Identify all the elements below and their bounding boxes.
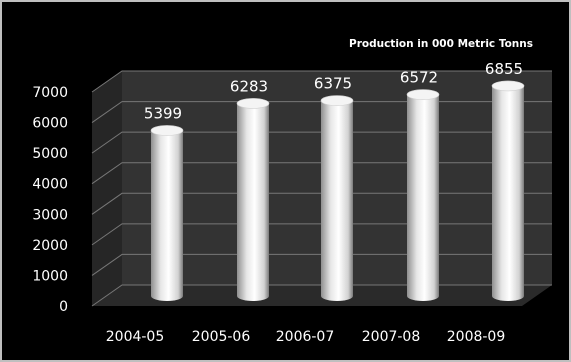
- bar: [491, 80, 525, 301]
- y-axis-ticks: 0 1000 2000 3000 4000 5000 6000 7000: [32, 85, 68, 315]
- x-tick-label: 2007-08: [362, 329, 421, 345]
- data-label: 6572: [400, 69, 438, 87]
- y-tick-label: 5000: [32, 146, 68, 162]
- chart-title: Production in 000 Metric Tonns: [349, 38, 533, 50]
- plot-side-wall: [92, 71, 122, 306]
- data-label: 6855: [485, 60, 523, 78]
- y-tick-label: 4000: [32, 177, 68, 193]
- bars: [150, 80, 525, 302]
- x-tick-label: 2004-05: [106, 329, 165, 345]
- bar: [150, 125, 184, 301]
- y-tick-label: 6000: [32, 116, 68, 132]
- x-tick-label: 2005-06: [192, 329, 251, 345]
- y-tick-label: 1000: [32, 268, 68, 284]
- bar: [320, 95, 354, 301]
- x-tick-label: 2008-09: [447, 329, 506, 345]
- x-tick-label: 2006-07: [276, 329, 335, 345]
- y-tick-label: 3000: [32, 207, 68, 223]
- bar: [406, 89, 440, 302]
- data-label: 6375: [314, 75, 352, 93]
- data-label: 6283: [230, 77, 268, 95]
- x-axis-ticks: 2004-05 2005-06 2006-07 2007-08 2008-09: [106, 329, 506, 345]
- gridline: [91, 70, 552, 93]
- data-label: 5399: [144, 104, 182, 122]
- y-tick-label: 2000: [32, 238, 68, 254]
- y-tick-label: 0: [59, 299, 68, 315]
- bar: [236, 98, 270, 302]
- y-tick-label: 7000: [32, 85, 68, 101]
- data-labels: 5399 6283 6375 6572 6855: [144, 60, 523, 123]
